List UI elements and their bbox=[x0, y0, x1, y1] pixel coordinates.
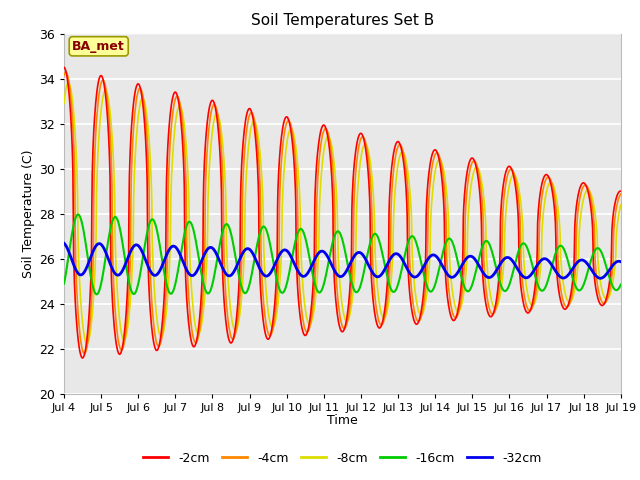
X-axis label: Time: Time bbox=[327, 414, 358, 427]
Text: BA_met: BA_met bbox=[72, 40, 125, 53]
Title: Soil Temperatures Set B: Soil Temperatures Set B bbox=[251, 13, 434, 28]
Y-axis label: Soil Temperature (C): Soil Temperature (C) bbox=[22, 149, 35, 278]
Legend: -2cm, -4cm, -8cm, -16cm, -32cm: -2cm, -4cm, -8cm, -16cm, -32cm bbox=[138, 447, 547, 469]
